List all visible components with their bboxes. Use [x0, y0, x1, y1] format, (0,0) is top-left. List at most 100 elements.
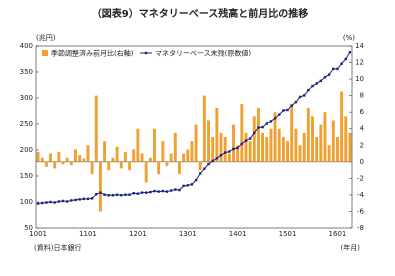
- line-marker: [174, 188, 177, 191]
- y2-tick-label: 6: [360, 108, 365, 116]
- bar: [211, 137, 215, 162]
- line-marker: [240, 142, 244, 145]
- line-marker: [128, 193, 131, 196]
- line-marker: [294, 100, 298, 104]
- y2-tick-label: 14: [355, 42, 364, 50]
- y2-tick-label: 12: [355, 59, 364, 67]
- plot-area: [35, 45, 353, 229]
- y2-tick-label: 0: [360, 158, 364, 166]
- bar: [227, 153, 231, 162]
- line-marker: [344, 57, 347, 61]
- bar: [236, 145, 240, 162]
- y-tick-label: 200: [20, 146, 33, 154]
- line-marker: [132, 191, 135, 195]
- bar: [311, 116, 314, 162]
- bar: [177, 161, 181, 175]
- line-marker: [261, 125, 264, 129]
- bar: [148, 157, 152, 162]
- bar: [223, 137, 227, 162]
- line: [38, 51, 351, 205]
- line-marker: [70, 199, 73, 202]
- line-marker: [286, 108, 289, 112]
- line-marker: [153, 189, 156, 193]
- line-marker: [248, 137, 252, 140]
- line-marker: [307, 89, 310, 92]
- line-marker: [120, 194, 123, 197]
- line-marker: [332, 67, 335, 71]
- line-marker: [315, 82, 318, 85]
- line-marker: [36, 202, 40, 205]
- line-marker: [211, 159, 214, 163]
- x-tick-label: 1201: [129, 230, 147, 238]
- bar: [315, 137, 319, 162]
- bar: [261, 132, 265, 162]
- bar: [294, 128, 298, 162]
- y2-tick-label: -4: [357, 191, 365, 199]
- y-tick-label: 400: [20, 42, 33, 50]
- line-marker: [311, 84, 314, 88]
- line-marker: [41, 201, 44, 205]
- line-marker: [140, 191, 144, 194]
- bar: [281, 137, 285, 162]
- y2-tick-label: 4: [360, 125, 365, 133]
- bar: [153, 128, 156, 162]
- line-marker: [282, 109, 285, 112]
- y-tick-label: 50: [24, 224, 33, 232]
- bar: [186, 149, 190, 162]
- bar: [53, 161, 57, 169]
- bar: [323, 112, 327, 162]
- y2-tick-label: 10: [355, 75, 364, 83]
- bar: [69, 161, 73, 166]
- line-marker: [78, 198, 81, 201]
- line-marker: [82, 197, 86, 201]
- legend-label: マネタリーベース末残(原数値): [155, 49, 251, 58]
- legend-label: 季節調整済み前月比(右軸): [51, 49, 134, 58]
- line-marker: [273, 117, 277, 120]
- line-marker: [319, 79, 323, 83]
- y2-tick-label: -6: [357, 207, 365, 215]
- bar: [128, 161, 132, 171]
- bar: [49, 153, 53, 162]
- bar: [327, 145, 331, 162]
- y2-tick-label: -2: [357, 174, 364, 182]
- line-marker: [327, 73, 331, 76]
- bar: [344, 116, 348, 162]
- line-marker: [257, 126, 260, 129]
- line-marker: [161, 189, 165, 193]
- x-tick-label: 1501: [279, 230, 297, 238]
- line-marker: [86, 197, 90, 201]
- y2-tick-label: -8: [357, 224, 364, 232]
- line-marker: [165, 190, 169, 193]
- bar: [215, 108, 219, 162]
- left-unit: (兆円): [36, 33, 56, 42]
- bar: [248, 141, 252, 162]
- bar: [277, 128, 281, 162]
- bar: [82, 158, 86, 162]
- y-tick-label: 250: [20, 120, 33, 128]
- legend-swatch: [144, 51, 148, 55]
- bar: [57, 151, 61, 162]
- line-marker: [186, 184, 189, 187]
- bar: [78, 155, 82, 162]
- bar: [132, 149, 136, 162]
- line-marker: [144, 191, 148, 194]
- bar: [256, 108, 260, 162]
- bar: [65, 157, 69, 162]
- line-marker: [323, 76, 327, 79]
- bar: [232, 124, 235, 162]
- y-tick-label: 150: [20, 172, 33, 180]
- line-marker: [157, 190, 160, 193]
- bar: [298, 145, 302, 162]
- bar: [182, 153, 186, 162]
- line-marker: [253, 131, 256, 135]
- bar: [319, 124, 323, 162]
- bar: [169, 153, 173, 162]
- line-marker: [290, 104, 293, 107]
- line-marker: [223, 151, 227, 154]
- y-tick-label: 350: [20, 68, 33, 76]
- bar: [269, 128, 273, 162]
- line-marker: [45, 201, 48, 204]
- bar: [207, 120, 211, 162]
- line-marker: [199, 172, 202, 175]
- line-marker: [182, 184, 185, 188]
